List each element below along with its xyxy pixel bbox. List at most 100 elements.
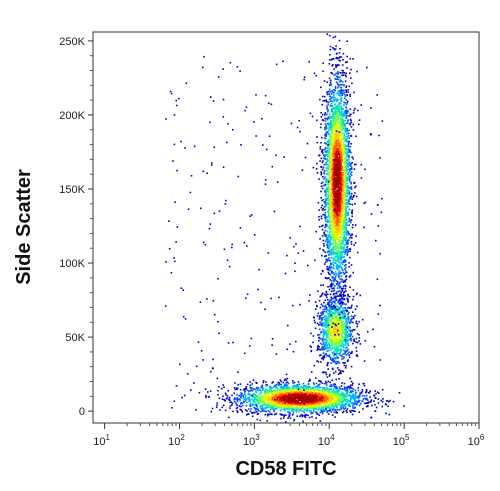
data-point [317,290,319,292]
data-point [349,286,351,288]
data-point [307,388,310,390]
data-point [318,407,320,409]
data-point [292,408,294,410]
data-point [324,240,327,243]
data-point [316,322,319,325]
data-point [320,142,322,144]
data-point [352,382,354,385]
data-point [326,330,328,332]
data-point [342,243,345,245]
data-point [350,339,353,342]
data-point [275,399,278,401]
data-point [281,393,284,396]
data-point [331,352,334,354]
data-point [334,338,337,340]
data-point [282,402,284,405]
data-point [336,331,339,334]
data-point [274,398,276,400]
data-point [334,331,336,333]
data-point [330,397,332,400]
data-point [250,388,252,390]
data-point [344,407,347,409]
data-point [348,295,351,298]
data-point [321,371,324,374]
data-point [336,400,339,402]
data-point [342,325,344,327]
data-point [345,409,348,412]
data-point [326,410,329,412]
data-point [269,408,272,411]
data-point [331,306,334,309]
data-point [278,406,280,408]
data-point [330,299,333,301]
data-point [272,398,275,400]
data-point [344,403,346,406]
data-point [332,118,334,120]
data-point [346,392,348,395]
data-point [326,324,329,327]
data-point [336,190,339,193]
data-point [296,395,298,397]
data-point [333,113,336,116]
data-point [288,393,290,395]
data-point [351,335,354,338]
data-point [320,225,323,228]
data-point [285,379,288,382]
data-point [255,403,258,405]
data-point [329,299,331,302]
data-point [330,388,333,390]
data-point [345,91,348,94]
data-point [320,319,323,322]
data-point [326,376,329,378]
data-point [266,403,268,405]
data-point [290,392,292,395]
data-point [217,389,219,392]
data-point [344,166,346,169]
data-point [312,395,315,398]
data-point [339,186,342,189]
data-point [334,328,337,330]
data-point [349,322,351,324]
data-point [313,399,316,401]
data-point [318,346,320,348]
data-point [250,394,252,397]
data-point [312,335,315,337]
data-point [321,411,324,413]
data-point [336,308,339,311]
data-point [373,400,375,402]
data-point [307,401,309,404]
data-point [306,386,309,388]
data-point [326,293,329,296]
data-point [341,339,344,341]
data-point [337,373,340,375]
data-point [304,416,307,419]
data-point [317,393,319,395]
data-point [337,404,339,406]
data-point [313,319,316,322]
data-point [345,303,347,306]
data-point [321,349,323,351]
data-point [318,178,320,180]
data-point [275,408,277,410]
data-point [265,398,268,401]
data-point [335,396,338,398]
data-point [292,406,294,409]
data-point [388,413,390,416]
data-point [271,402,273,404]
data-point [324,344,326,346]
data-point [274,384,276,387]
data-point [328,34,331,37]
data-point [287,411,289,413]
data-point [312,401,314,404]
data-point [299,409,301,411]
data-point [380,399,383,402]
data-point [355,341,357,343]
data-point [322,357,325,359]
data-point [337,394,340,396]
data-point [330,301,332,304]
data-point [342,345,344,347]
data-point [310,350,312,353]
data-point [341,322,344,325]
data-point [271,395,274,397]
data-point [338,386,341,388]
